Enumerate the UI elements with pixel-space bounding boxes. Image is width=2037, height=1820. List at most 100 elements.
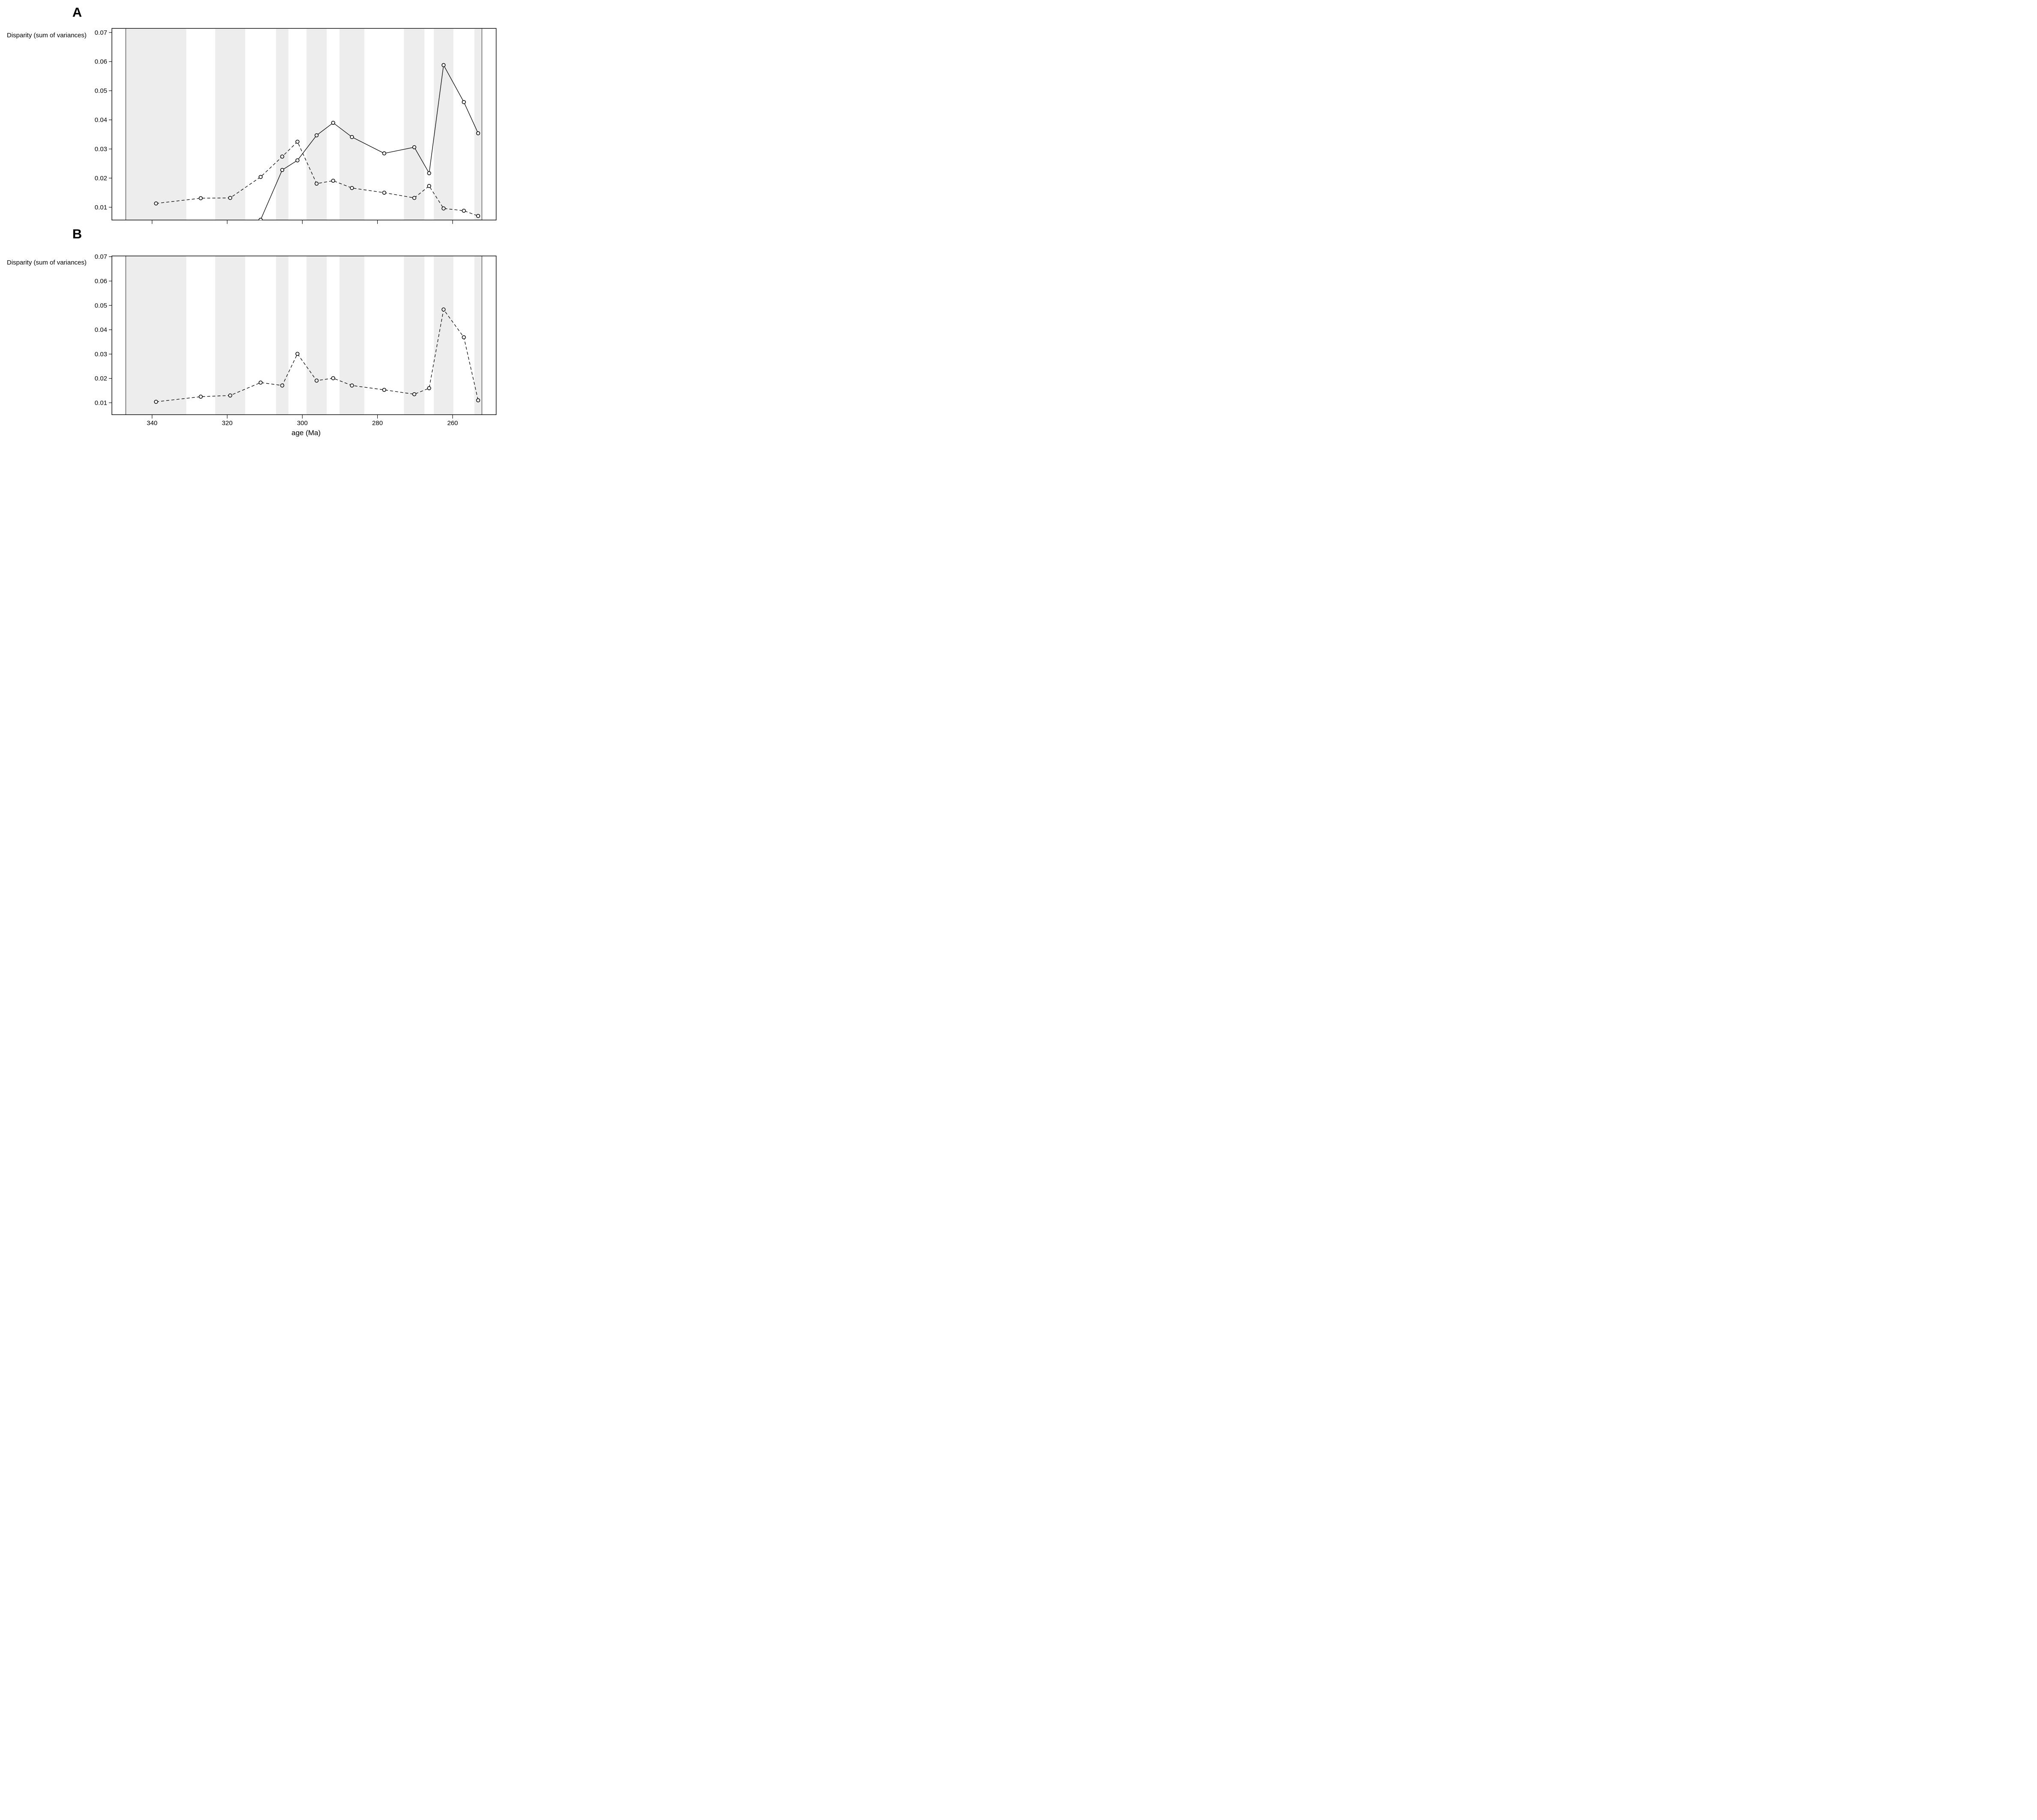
data-point-circle bbox=[462, 335, 466, 340]
figure-page: A Disparity (sum of variances) B Dispari… bbox=[0, 0, 509, 455]
stage-band bbox=[276, 256, 288, 415]
data-point-circle bbox=[154, 400, 158, 404]
data-point-circle bbox=[442, 63, 446, 67]
y-tick-label: 0.06 bbox=[95, 277, 107, 285]
stage-band bbox=[404, 256, 425, 415]
y-tick-label: 0.01 bbox=[95, 204, 107, 211]
x-tick-label: 280 bbox=[372, 419, 383, 427]
panel-a-plot: 0.07 0.06 0.05 0.04 0.03 0.02 0.01 bbox=[95, 28, 497, 224]
x-axis-title: age (Ma) bbox=[291, 429, 321, 437]
data-point-circle bbox=[476, 398, 481, 403]
y-tick-label: 0.07 bbox=[95, 253, 107, 261]
y-axis-ticks: 0.07 0.06 0.05 0.04 0.03 0.02 0.01 bbox=[95, 29, 112, 211]
y-tick-label: 0.06 bbox=[95, 58, 107, 66]
y-tick-label: 0.05 bbox=[95, 302, 107, 309]
data-point-circle bbox=[331, 376, 335, 380]
dashed-line-series-line bbox=[156, 309, 479, 402]
data-point-circle bbox=[280, 168, 285, 172]
data-point-circle bbox=[350, 186, 354, 190]
data-point-circle bbox=[198, 394, 203, 399]
data-point-circle bbox=[314, 379, 319, 383]
x-tick-label: 320 bbox=[222, 419, 233, 427]
data-point-circle bbox=[442, 307, 446, 312]
data-point-circle bbox=[462, 208, 466, 213]
data-point-circle bbox=[280, 383, 285, 388]
y-tick-label: 0.05 bbox=[95, 87, 107, 95]
y-tick-label: 0.02 bbox=[95, 375, 107, 382]
x-axis-ticks bbox=[152, 220, 453, 224]
data-point-circle bbox=[198, 196, 203, 200]
data-point-circle bbox=[476, 214, 481, 218]
y-tick-label: 0.01 bbox=[95, 399, 107, 406]
data-point-circle bbox=[462, 100, 466, 104]
y-tick-label: 0.04 bbox=[95, 117, 107, 124]
x-tick-label: 260 bbox=[447, 419, 458, 427]
panel-b-plot: 340 320 300 280 2600.070.060.050.040.030.020… bbox=[95, 253, 497, 427]
data-point-circle bbox=[412, 145, 417, 150]
data-point-circle bbox=[382, 388, 386, 392]
plot-border bbox=[111, 256, 497, 415]
dashed-line-series bbox=[154, 307, 481, 404]
data-point-circle bbox=[258, 217, 263, 220]
panel-b-letter: B bbox=[72, 226, 82, 241]
stage-band bbox=[474, 256, 482, 415]
y-tick-label: 0.03 bbox=[95, 145, 107, 153]
stage-band bbox=[306, 28, 327, 220]
y-tick-label: 0.07 bbox=[95, 29, 107, 36]
stage-band bbox=[126, 256, 186, 415]
data-point-circle bbox=[228, 393, 232, 398]
data-point-circle bbox=[350, 383, 354, 388]
panel-a-y-axis-title: Disparity (sum of variances) bbox=[7, 32, 87, 39]
data-point-circle bbox=[258, 380, 263, 385]
data-point-circle bbox=[314, 181, 319, 186]
stage-band bbox=[404, 28, 425, 220]
stage-band bbox=[340, 28, 364, 220]
plot-border bbox=[111, 28, 497, 220]
data-point-circle bbox=[427, 184, 431, 188]
stage-band bbox=[306, 256, 327, 415]
x-tick-label: 300 bbox=[297, 419, 308, 427]
data-point-circle bbox=[280, 154, 285, 159]
data-point-circle bbox=[427, 171, 431, 175]
y-tick-label: 0.04 bbox=[95, 326, 107, 334]
dashed-line-series bbox=[154, 139, 481, 218]
panel-a-letter: A bbox=[72, 5, 82, 20]
data-point-circle bbox=[382, 190, 386, 195]
data-point-circle bbox=[350, 135, 354, 139]
stage-band bbox=[276, 28, 288, 220]
data-point-circle bbox=[295, 139, 300, 144]
data-point-circle bbox=[154, 201, 158, 206]
stage-band bbox=[434, 256, 454, 415]
x-tick-label: 340 bbox=[147, 419, 157, 427]
data-point-circle bbox=[314, 133, 319, 138]
stage-band bbox=[474, 28, 482, 220]
y-tick-label: 0.03 bbox=[95, 351, 107, 358]
data-point-circle bbox=[427, 386, 431, 391]
stage-band bbox=[126, 28, 186, 220]
data-point-circle bbox=[331, 120, 335, 125]
data-point-circle bbox=[295, 158, 300, 162]
data-point-circle bbox=[412, 392, 417, 397]
data-point-circle bbox=[476, 131, 481, 135]
stage-bands bbox=[126, 28, 482, 220]
data-point-circle bbox=[258, 175, 263, 179]
data-point-circle bbox=[295, 352, 300, 356]
y-tick-label: 0.02 bbox=[95, 174, 107, 182]
data-point-circle bbox=[228, 196, 232, 200]
stage-bands bbox=[126, 256, 482, 415]
data-point-circle bbox=[382, 151, 386, 156]
solid-line-series bbox=[258, 63, 481, 220]
data-point-circle bbox=[412, 196, 417, 200]
stage-band bbox=[215, 28, 246, 220]
stage-band bbox=[434, 28, 454, 220]
panel-b-y-axis-title: Disparity (sum of variances) bbox=[7, 259, 87, 266]
disparity-line-charts-svg: 0.07 0.06 0.05 0.04 0.03 0.02 0.01 340 320 300 280… bbox=[95, 28, 497, 427]
stage-band bbox=[340, 256, 364, 415]
dashed-line-series-line bbox=[156, 141, 478, 217]
data-point-circle bbox=[442, 206, 446, 211]
x-axis-ticks: 340 320 300 280 260 bbox=[147, 415, 458, 427]
y-axis-ticks: 0.07 0.06 0.05 0.04 0.03 0.02 0.01 bbox=[95, 253, 112, 406]
data-point-circle bbox=[331, 178, 335, 183]
stage-band bbox=[215, 256, 246, 415]
solid-line-series-line bbox=[260, 64, 478, 220]
